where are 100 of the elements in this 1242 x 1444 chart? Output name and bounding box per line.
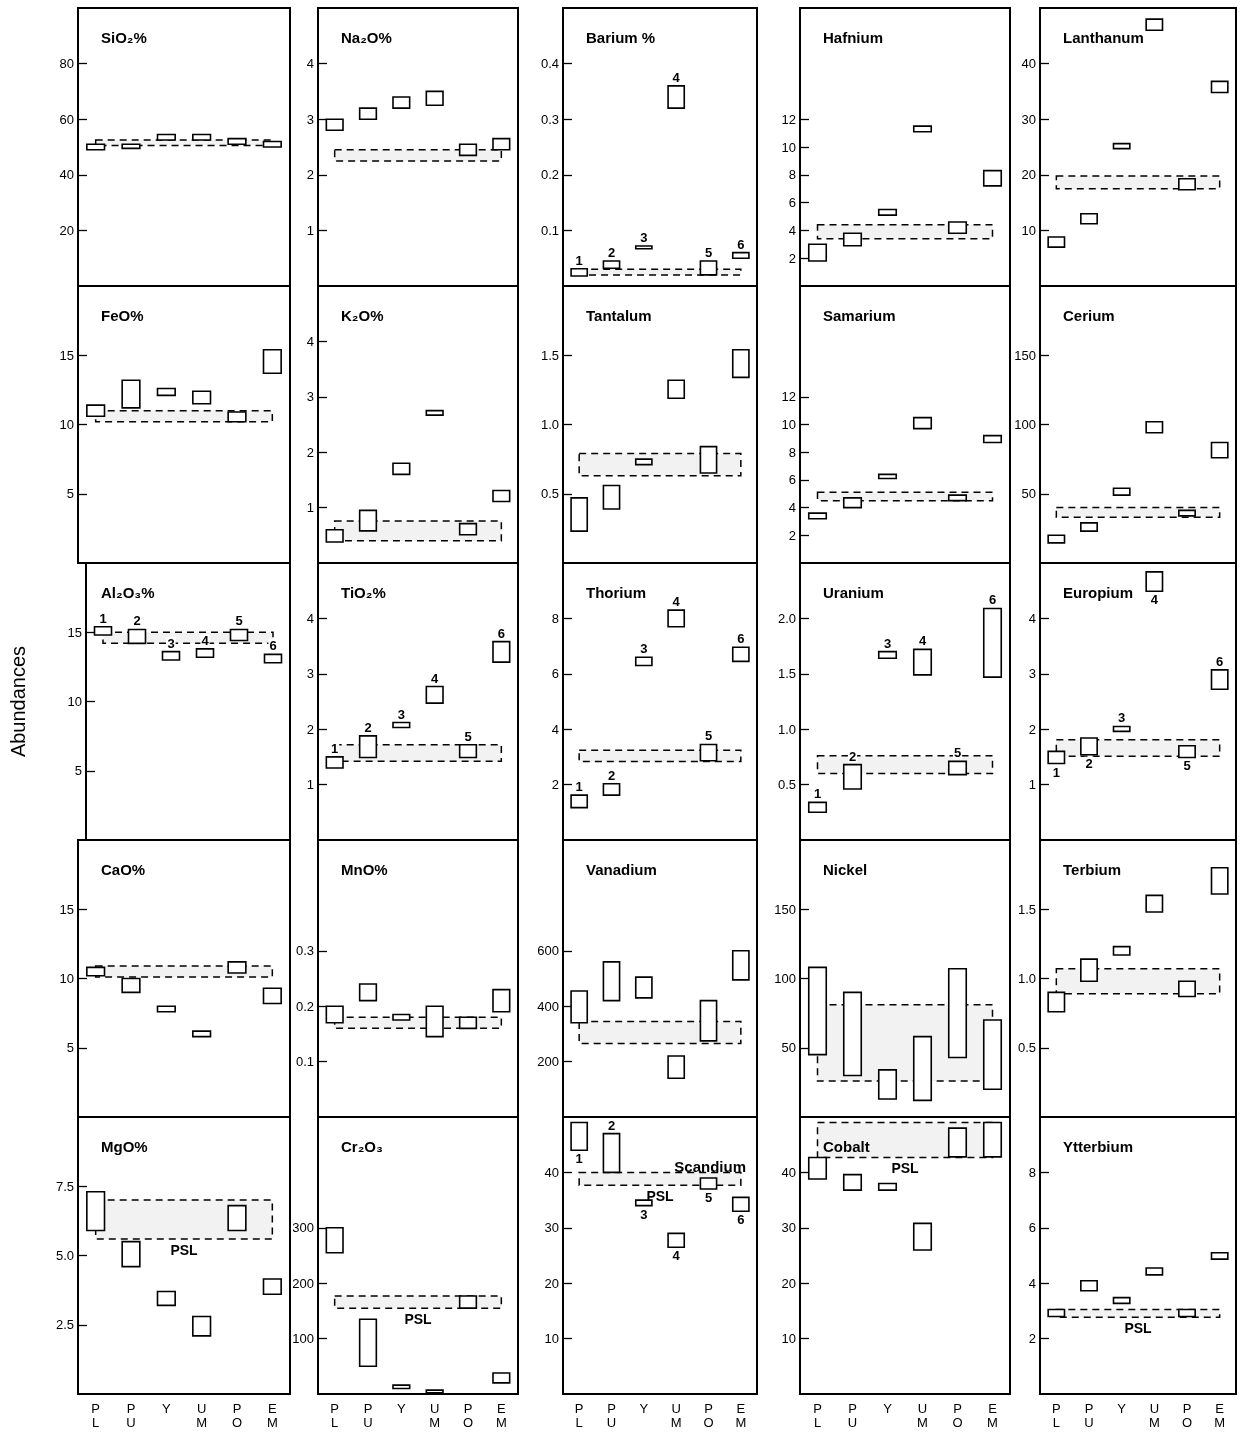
annotation: 5 — [704, 244, 713, 260]
annotation: 6 — [737, 631, 745, 647]
bar — [262, 140, 282, 148]
bar — [227, 1204, 247, 1232]
y-tick-label: 6 — [788, 472, 796, 488]
band-label: PSL — [1124, 1320, 1153, 1337]
bar — [1210, 441, 1229, 459]
bar — [192, 1030, 212, 1038]
annotation: 6 — [737, 236, 745, 252]
x-tick-label: U M — [429, 1400, 441, 1430]
bar — [1178, 177, 1196, 191]
y-tick-label: 100 — [292, 1331, 314, 1347]
y-tick-label: 8 — [551, 610, 559, 626]
annotation: 2 — [607, 1117, 616, 1133]
bar — [227, 137, 247, 146]
text: Nickel — [823, 861, 868, 878]
x-tick-label: E M — [735, 1400, 747, 1430]
y-tick-label: 40 — [59, 167, 74, 183]
y-tick-label: 7.5 — [55, 1178, 74, 1194]
bar — [492, 1372, 511, 1384]
bar — [731, 950, 750, 981]
annotation: 1 — [99, 610, 107, 626]
y-tick-label: 2 — [788, 250, 796, 266]
bar — [1145, 1267, 1164, 1276]
x-tick-label: Y — [162, 1400, 171, 1416]
y-tick-label: 100 — [774, 971, 796, 986]
y-tick-label: 6 — [1028, 1220, 1036, 1236]
y-tick-label: 10 — [59, 417, 74, 432]
bar — [842, 1173, 863, 1191]
y-tick-label: 5.0 — [55, 1248, 74, 1263]
x-tick-label: Y — [639, 1400, 649, 1416]
bar — [156, 387, 176, 397]
bar — [1080, 737, 1098, 756]
y-tick-label: 5 — [66, 486, 74, 502]
y-tick-label: 600 — [537, 943, 559, 959]
bar — [1210, 1251, 1229, 1260]
text: Al₂O₃% — [101, 584, 155, 601]
y-tick-label: 4 — [551, 721, 559, 737]
bar — [912, 125, 933, 133]
bar — [358, 1318, 378, 1368]
y-tick-label: 4 — [306, 56, 314, 72]
bar — [392, 1013, 411, 1021]
y-tick-label: 10 — [1021, 222, 1036, 238]
annotation: 1 — [1052, 764, 1060, 780]
y-tick-label: 0.3 — [295, 943, 314, 959]
bar — [1178, 980, 1196, 998]
annotation: 1 — [575, 1151, 583, 1167]
annotation: 4 — [672, 1248, 681, 1264]
y-tick-label: 10 — [59, 971, 74, 986]
bar — [121, 1240, 141, 1268]
x-tick-label: P L — [813, 1400, 822, 1430]
text: Cerium — [1063, 307, 1115, 324]
bar — [227, 961, 247, 974]
x-tick-label: P O — [952, 1400, 963, 1430]
y-axis-title: Abundances — [7, 645, 29, 758]
y-tick-label: 0.3 — [540, 111, 559, 127]
bar — [877, 1182, 898, 1191]
text: MgO% — [101, 1138, 148, 1155]
y-tick-label: 4 — [788, 500, 796, 516]
y-tick-label: 30 — [1021, 111, 1036, 127]
annotation: 3 — [640, 229, 648, 245]
bar — [492, 988, 511, 1013]
bar — [262, 1278, 282, 1296]
annotation: 3 — [1118, 710, 1126, 726]
y-tick-label: 10 — [781, 1331, 796, 1347]
annotation: 1 — [575, 252, 583, 268]
y-tick-label: 1.0 — [1017, 971, 1036, 986]
annotation: 5 — [953, 745, 962, 761]
bar — [156, 1005, 176, 1013]
bar — [358, 509, 378, 532]
bar — [947, 968, 968, 1059]
x-tick-label: P O — [703, 1400, 714, 1430]
y-tick-label: 3 — [306, 666, 314, 682]
y-tick-label: 1.0 — [777, 721, 796, 737]
x-tick-label: U M — [670, 1400, 682, 1430]
text: TiO₂% — [341, 584, 386, 601]
bar — [425, 1389, 444, 1394]
x-tick-label: Y — [397, 1400, 406, 1416]
annotation: 5 — [704, 728, 713, 744]
y-tick-label: 1.5 — [1017, 901, 1036, 917]
y-tick-label: 8 — [788, 167, 796, 183]
text: Cr₂O₃ — [341, 1138, 383, 1155]
bar — [842, 991, 863, 1077]
y-tick-label: 4 — [1028, 610, 1036, 626]
bar — [262, 348, 282, 375]
y-tick-label: 150 — [774, 901, 796, 917]
bar — [982, 1019, 1003, 1091]
y-tick-label: 0.5 — [1017, 1040, 1036, 1056]
y-tick-label: 20 — [544, 1275, 559, 1291]
y-tick-label: 20 — [1021, 167, 1036, 183]
x-tick-label: U M — [917, 1400, 928, 1430]
y-tick-label: 5 — [66, 1040, 74, 1056]
annotation: 3 — [640, 1206, 648, 1222]
y-tick-label: 8 — [788, 444, 796, 460]
bar — [1178, 509, 1196, 517]
y-tick-label: 1.5 — [777, 666, 796, 682]
y-tick-label: 2 — [788, 527, 796, 543]
text: Samarium — [823, 307, 896, 324]
text: FeO% — [101, 307, 144, 324]
band-label: PSL — [891, 1160, 920, 1177]
